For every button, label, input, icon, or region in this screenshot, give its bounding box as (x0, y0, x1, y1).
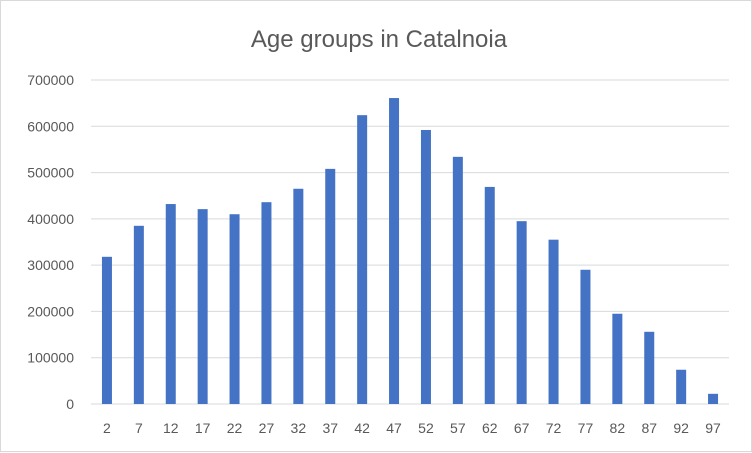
chart-title: Age groups in Catalnoia (251, 26, 508, 53)
bar-47 (389, 98, 400, 405)
y-tick-label: 100000 (27, 350, 74, 366)
y-tick-label: 400000 (27, 211, 74, 227)
x-tick-label: 87 (641, 420, 657, 436)
bar-97 (708, 393, 719, 404)
x-tick-label: 52 (418, 420, 434, 436)
bar-27 (261, 202, 272, 404)
x-tick-label: 82 (610, 420, 626, 436)
x-tick-label: 22 (227, 420, 243, 436)
x-tick-label: 67 (514, 420, 530, 436)
x-tick-label: 7 (135, 420, 143, 436)
bar-22 (229, 214, 240, 404)
x-tick-label: 92 (673, 420, 689, 436)
x-tick-label: 2 (103, 420, 111, 436)
bar-12 (165, 204, 176, 404)
bar-62 (484, 186, 495, 404)
bar-87 (644, 331, 655, 404)
x-tick-label: 37 (322, 420, 338, 436)
y-tick-label: 500000 (27, 165, 74, 181)
y-tick-label: 600000 (27, 118, 74, 134)
gridlines (91, 79, 729, 405)
bar-77 (580, 269, 591, 404)
x-tick-label: 12 (163, 420, 179, 436)
bar-72 (548, 239, 559, 404)
y-tick-label: 200000 (27, 303, 74, 319)
x-tick-label: 42 (354, 420, 370, 436)
x-tick-label: 62 (482, 420, 498, 436)
x-axis-ticks: 2 7 12 17 22 27 32 37 42 47 52 57 62 67 72 77 82 87 92 97 (103, 420, 721, 436)
bar-7 (133, 225, 144, 404)
x-tick-label: 32 (291, 420, 307, 436)
x-tick-label: 17 (195, 420, 211, 436)
y-axis-ticks: 0 100000 200000 300000 400000 500000 600000 700… (27, 72, 74, 412)
y-tick-label: 300000 (27, 257, 74, 273)
y-tick-label: 0 (66, 396, 74, 412)
bar-57 (452, 156, 463, 404)
bar-37 (325, 168, 336, 404)
bar-2 (101, 256, 112, 404)
bar-42 (357, 115, 368, 405)
x-tick-label: 47 (386, 420, 402, 436)
x-tick-label: 77 (578, 420, 594, 436)
bar-67 (516, 221, 527, 404)
x-tick-label: 97 (705, 420, 721, 436)
x-tick-label: 72 (546, 420, 562, 436)
bar-17 (197, 209, 208, 404)
x-tick-label: 57 (450, 420, 466, 436)
bar-32 (293, 188, 304, 404)
bars (101, 98, 719, 405)
bar-92 (676, 369, 687, 404)
bar-82 (612, 313, 623, 404)
y-tick-label: 700000 (27, 72, 74, 88)
bar-52 (420, 129, 431, 404)
x-tick-label: 27 (259, 420, 275, 436)
